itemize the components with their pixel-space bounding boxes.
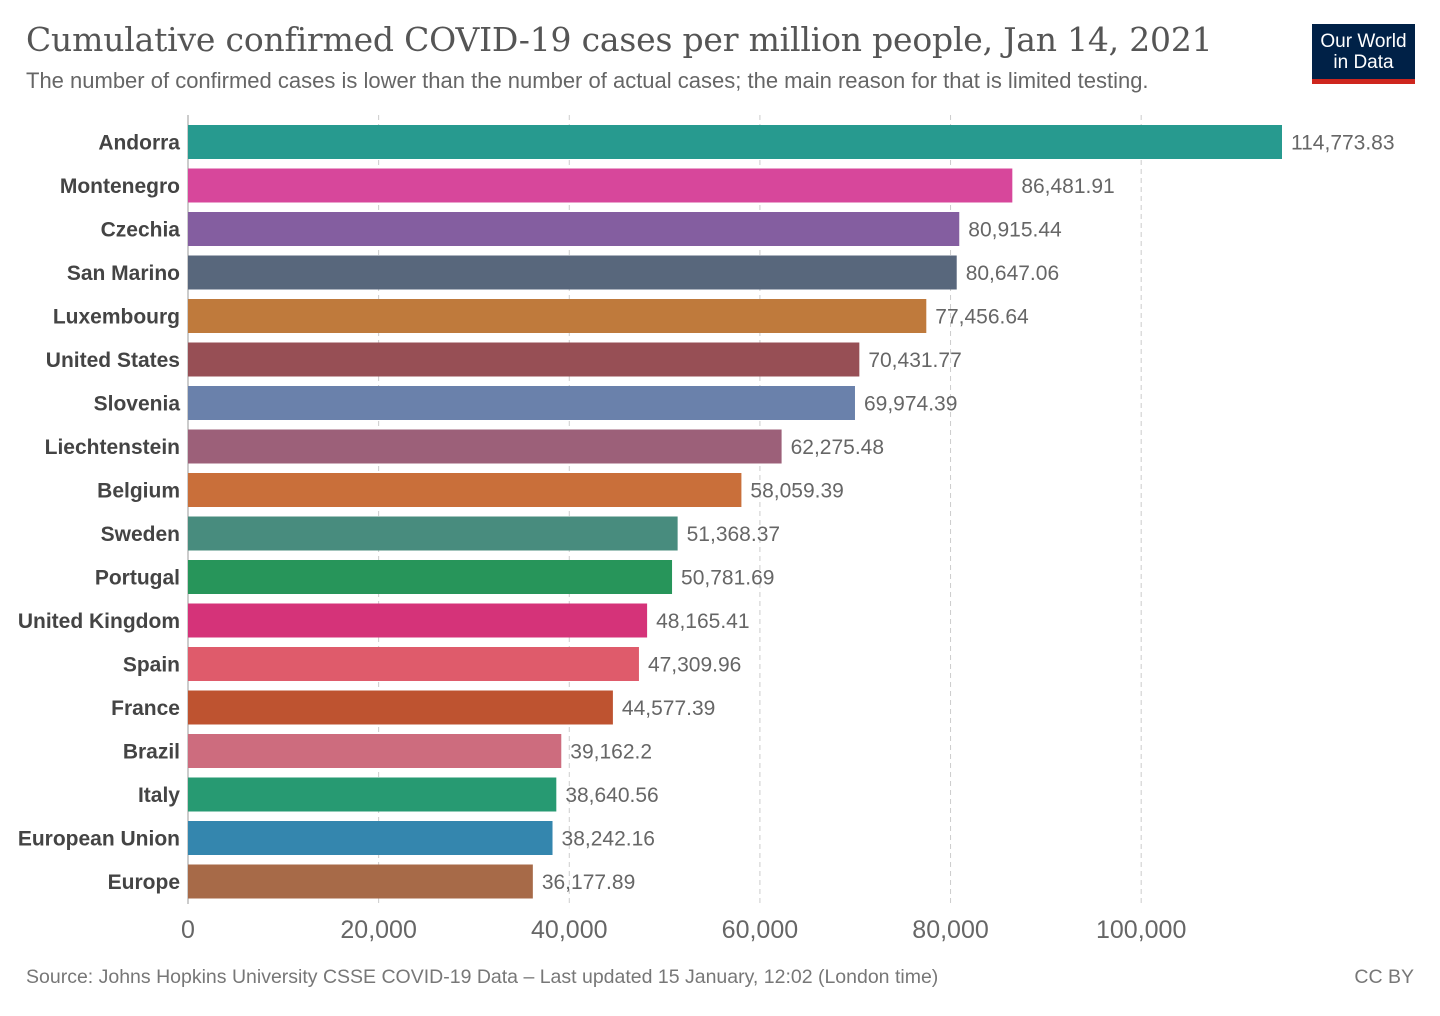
value-label: 58,059.39 xyxy=(750,480,843,503)
category-label: Czechia xyxy=(101,219,181,242)
bar[interactable] xyxy=(188,429,782,464)
category-label: Portugal xyxy=(95,567,180,590)
x-tick-label: 100,000 xyxy=(1096,916,1186,944)
x-tick-label: 60,000 xyxy=(722,916,798,944)
value-label: 36,177.89 xyxy=(542,871,635,894)
value-label: 47,309.96 xyxy=(648,654,741,677)
value-label: 50,781.69 xyxy=(681,567,774,590)
bar[interactable] xyxy=(188,864,533,899)
value-label: 62,275.48 xyxy=(791,436,884,459)
value-label: 77,456.64 xyxy=(935,306,1029,329)
category-label: Sweden xyxy=(101,523,180,546)
value-label: 38,242.16 xyxy=(562,828,655,851)
category-label: European Union xyxy=(18,828,180,851)
category-label: Spain xyxy=(123,654,180,677)
x-tick-label: 80,000 xyxy=(912,916,988,944)
license-link[interactable]: CC BY xyxy=(1354,966,1414,988)
bar[interactable] xyxy=(188,516,678,551)
bar[interactable] xyxy=(188,168,1013,203)
category-label: Luxembourg xyxy=(53,306,180,329)
bar[interactable] xyxy=(188,386,855,420)
value-label: 51,368.37 xyxy=(687,523,780,546)
value-label: 44,577.39 xyxy=(622,697,715,720)
category-label: France xyxy=(111,697,180,720)
bar[interactable] xyxy=(188,603,648,638)
x-tick-label: 20,000 xyxy=(340,916,416,944)
value-label: 48,165.41 xyxy=(656,610,749,633)
category-label: Europe xyxy=(108,871,180,894)
owid-logo[interactable]: Our World in Data xyxy=(1312,24,1415,84)
bar-chart: 0 20,000 40,000 60,000 80,000 100,000 Andorra 1… xyxy=(18,115,1395,944)
value-label: 38,640.56 xyxy=(565,784,658,807)
category-label: United Kingdom xyxy=(18,610,180,633)
value-label: 114,773.83 xyxy=(1291,132,1395,155)
value-label: 69,974.39 xyxy=(864,393,957,416)
value-label: 70,431.77 xyxy=(868,349,961,372)
category-label: Andorra xyxy=(98,132,180,155)
bar[interactable] xyxy=(188,647,639,681)
category-label: Brazil xyxy=(123,741,180,764)
category-label: Slovenia xyxy=(94,393,181,416)
x-tick-label: 0 xyxy=(181,916,195,944)
category-label: Italy xyxy=(138,784,180,807)
bar[interactable] xyxy=(188,125,1282,159)
logo-line-1: Our World xyxy=(1320,31,1407,52)
bar[interactable] xyxy=(188,342,860,377)
x-tick-label: 40,000 xyxy=(531,916,607,944)
category-label: Belgium xyxy=(97,480,180,503)
chart-subtitle: The number of confirmed cases is lower t… xyxy=(26,68,1149,93)
chart-title: Cumulative confirmed COVID-19 cases per … xyxy=(26,20,1213,59)
bar[interactable] xyxy=(188,821,553,855)
value-label: 86,481.91 xyxy=(1021,175,1114,198)
value-label: 80,915.44 xyxy=(968,219,1062,242)
value-label: 80,647.06 xyxy=(966,262,1059,285)
source-note: Source: Johns Hopkins University CSSE CO… xyxy=(26,966,939,988)
bar[interactable] xyxy=(188,734,562,768)
category-label: United States xyxy=(46,349,180,372)
bar[interactable] xyxy=(188,255,957,290)
bar[interactable] xyxy=(188,777,557,812)
category-label: Montenegro xyxy=(60,175,180,198)
logo-line-2: in Data xyxy=(1333,52,1394,73)
category-label: Liechtenstein xyxy=(45,436,180,459)
bar[interactable] xyxy=(188,560,673,594)
bar[interactable] xyxy=(188,473,742,507)
bar[interactable] xyxy=(188,212,960,246)
bar[interactable] xyxy=(188,690,613,725)
value-label: 39,162.2 xyxy=(570,741,652,764)
bar[interactable] xyxy=(188,299,927,333)
category-label: San Marino xyxy=(67,262,180,285)
